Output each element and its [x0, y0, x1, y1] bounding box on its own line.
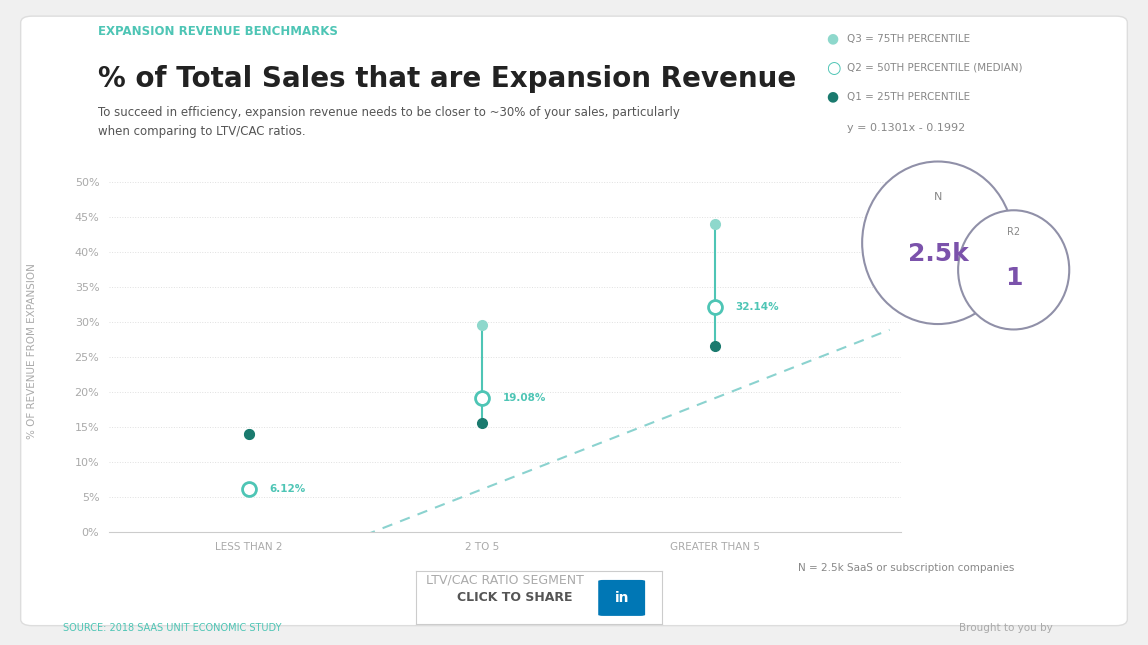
- Circle shape: [862, 161, 1014, 324]
- Text: % OF REVENUE FROM EXPANSION: % OF REVENUE FROM EXPANSION: [28, 264, 37, 439]
- Text: N = 2.5k SaaS or subscription companies: N = 2.5k SaaS or subscription companies: [798, 563, 1014, 573]
- Text: in: in: [614, 591, 629, 605]
- Text: SOURCE: 2018 SAAS UNIT ECONOMIC STUDY: SOURCE: 2018 SAAS UNIT ECONOMIC STUDY: [63, 623, 281, 633]
- Text: Q1 = 25TH PERCENTILE: Q1 = 25TH PERCENTILE: [847, 92, 970, 102]
- Text: CLICK TO SHARE: CLICK TO SHARE: [457, 591, 572, 604]
- Text: ○: ○: [827, 59, 841, 77]
- Text: R2: R2: [1007, 227, 1021, 237]
- Text: 19.08%: 19.08%: [503, 393, 546, 403]
- Text: LTV/CAC RATIO SEGMENT: LTV/CAC RATIO SEGMENT: [426, 573, 584, 587]
- Text: 32.14%: 32.14%: [736, 302, 779, 312]
- Text: Q2 = 50TH PERCENTILE (MEDIAN): Q2 = 50TH PERCENTILE (MEDIAN): [847, 63, 1023, 73]
- Text: To succeed in efficiency, expansion revenue needs to be closer to ~30% of your s: To succeed in efficiency, expansion reve…: [98, 106, 680, 139]
- Text: ●: ●: [827, 32, 839, 46]
- Text: Q3 = 75TH PERCENTILE: Q3 = 75TH PERCENTILE: [847, 34, 970, 44]
- Circle shape: [959, 210, 1069, 330]
- Text: 1: 1: [1004, 266, 1023, 290]
- Text: 2.5k: 2.5k: [908, 242, 968, 266]
- Text: % of Total Sales that are Expansion Revenue: % of Total Sales that are Expansion Reve…: [98, 65, 796, 93]
- Text: N: N: [933, 192, 943, 202]
- Text: Brought to you by: Brought to you by: [959, 623, 1053, 633]
- Text: EXPANSION REVENUE BENCHMARKS: EXPANSION REVENUE BENCHMARKS: [98, 25, 338, 39]
- Text: y = 0.1301x - 0.1992: y = 0.1301x - 0.1992: [847, 123, 965, 133]
- Text: ●: ●: [827, 90, 839, 104]
- FancyBboxPatch shape: [598, 580, 645, 616]
- Text: 6.12%: 6.12%: [270, 484, 307, 494]
